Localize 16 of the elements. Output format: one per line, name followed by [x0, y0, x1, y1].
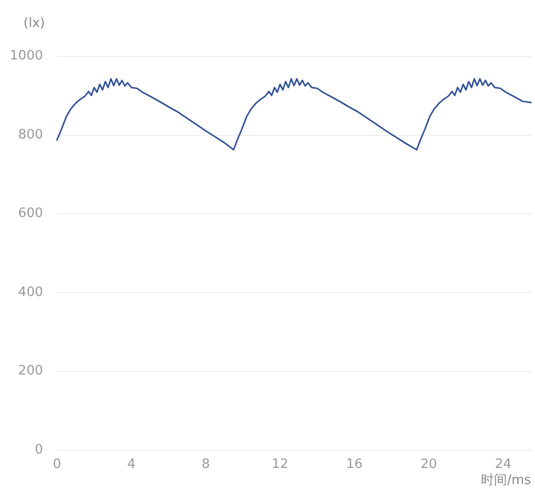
- y-tick-label: 600: [18, 206, 43, 222]
- y-tick-label: 400: [18, 284, 43, 300]
- x-tick-label: 16: [346, 457, 363, 472]
- y-tick-label: 1000: [10, 48, 43, 64]
- x-tick-label: 20: [420, 457, 438, 472]
- y-tick-label: 200: [18, 364, 43, 379]
- x-tick-label: 12: [272, 457, 288, 472]
- y-axis-title: (lx): [24, 16, 45, 31]
- x-tick-label: 8: [202, 457, 210, 472]
- y-tick-label: 0: [34, 442, 43, 458]
- y-tick-label: 800: [18, 127, 43, 142]
- x-tick-label: 4: [127, 457, 136, 472]
- line-series: [56, 78, 532, 151]
- x-tick-label: 0: [52, 457, 62, 472]
- x-axis-title: 时间/ms: [481, 473, 532, 488]
- x-tick-label: 24: [494, 457, 512, 472]
